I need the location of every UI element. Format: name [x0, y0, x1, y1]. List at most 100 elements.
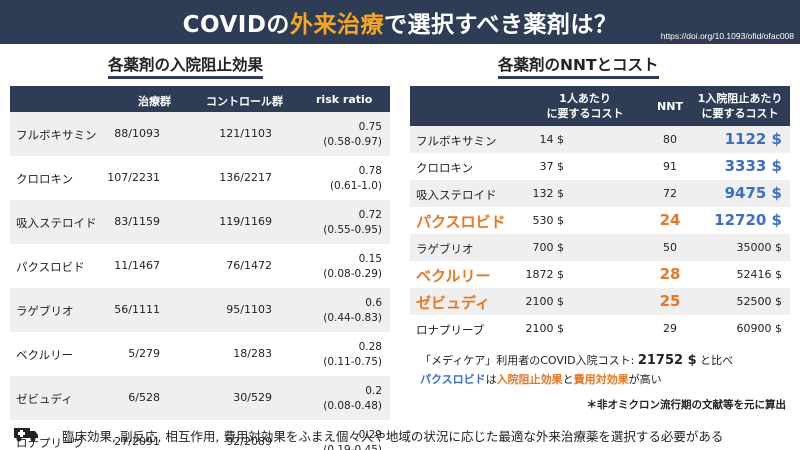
- nnt-value: 72: [663, 187, 677, 200]
- drug-name: クロロキン: [416, 161, 474, 175]
- table-row: ゼビュディ 6/528 30/529 0.2 (0.08-0.48): [10, 376, 390, 420]
- drug-name: ラゲブリオ: [416, 242, 474, 256]
- table-row: ロナプリーブ 2100 $ 29 60900 $: [410, 315, 790, 342]
- ambulance-icon: [14, 428, 38, 442]
- footnote: ＊非オミクロン流行期の文献等を元に算出: [586, 399, 787, 411]
- title-bar: COVIDの外来治療で選択すべき薬剤は？ https://doi.org/10.…: [0, 0, 800, 44]
- table-row: 吸入ステロイド 132 $ 72 9475 $: [410, 180, 790, 207]
- footer-text: 臨床効果, 副反応, 相互作用, 費用対効果をふまえ個々人や地域の状況に応じた最…: [62, 429, 724, 444]
- risk-ratio: 0.15 (0.08-0.29): [323, 253, 382, 280]
- cost-per-admission: 1122 $: [724, 130, 782, 148]
- cost-per-person: 530 $: [532, 214, 565, 227]
- col-header-control: コントロール群: [206, 95, 283, 108]
- nnt-value: 25: [659, 292, 681, 310]
- drug-name: ベクルリー: [416, 267, 491, 285]
- cost-per-person: 1872 $: [525, 268, 565, 281]
- control-count: 95/1103: [226, 303, 272, 316]
- table-row: フルボキサミン 88/1093 121/1103 0.75 (0.58-0.97): [10, 112, 390, 156]
- table-row: パクスロビド 530 $ 24 12720 $: [410, 207, 790, 234]
- risk-ratio: 0.29 (0.19-0.45): [323, 429, 382, 450]
- table-row: クロロキン 37 $ 91 3333 $: [410, 153, 790, 180]
- risk-ratio: 0.28 (0.11-0.75): [323, 341, 382, 368]
- table-row: フルボキサミン 14 $ 80 1122 $: [410, 126, 790, 153]
- cost-per-admission: 3333 $: [724, 157, 782, 175]
- cost-per-person: 14 $: [539, 133, 565, 146]
- medicare-cost-value: 21752 $: [637, 353, 697, 368]
- nnt-value: 80: [663, 133, 677, 146]
- table-row: ラゲブリオ 700 $ 50 35000 $: [410, 234, 790, 261]
- treatment-count: 107/2231: [107, 171, 160, 184]
- nnt-value: 29: [663, 322, 677, 335]
- doi-link[interactable]: https://doi.org/10.1093/ofid/ofac008: [660, 31, 794, 41]
- control-count: 136/2217: [219, 171, 272, 184]
- nnt-value: 24: [659, 211, 681, 229]
- table-row: 吸入ステロイド 83/1159 119/1169 0.72 (0.55-0.95): [10, 200, 390, 244]
- page-title: COVIDの外来治療で選択すべき薬剤は？: [182, 12, 618, 38]
- treatment-count: 56/1111: [114, 303, 160, 316]
- col-header-nnt: NNT: [657, 100, 683, 113]
- footer: 臨床効果, 副反応, 相互作用, 費用対効果をふまえ個々人や地域の状況に応じた最…: [14, 424, 794, 444]
- table-row: ベクルリー 5/279 18/283 0.28 (0.11-0.75): [10, 332, 390, 376]
- nnt-cost-table: 1人あたり に要するコスト NNT 1入院阻止あたり に要するコスト フルボキサミン…: [410, 86, 790, 342]
- table-header: 1人あたり に要するコスト NNT 1入院阻止あたり に要するコスト: [410, 86, 790, 126]
- risk-ratio: 0.2 (0.08-0.48): [323, 385, 382, 412]
- risk-ratio: 0.72 (0.55-0.95): [323, 209, 382, 236]
- table-row: ゼビュディ 2100 $ 25 52500 $: [410, 288, 790, 315]
- risk-ratio: 0.75 (0.58-0.97): [323, 121, 382, 148]
- treatment-count: 5/279: [128, 347, 160, 360]
- drug-name: パクスロビド: [16, 260, 85, 274]
- drug-name: ラゲブリオ: [16, 304, 74, 318]
- treatment-count: 27/2091: [114, 435, 160, 448]
- cost-per-admission: 9475 $: [724, 184, 782, 202]
- control-count: 92/2089: [226, 435, 272, 448]
- risk-ratio: 0.6 (0.44-0.83): [323, 297, 382, 324]
- col-header-cost-per-person: 1人あたり に要するコスト: [546, 92, 624, 120]
- treatment-count: 83/1159: [114, 215, 160, 228]
- table-header: 治療群 コントロール群 risk ratio: [10, 86, 390, 112]
- cost-per-admission: 60900 $: [736, 322, 783, 335]
- cost-per-admission: 52500 $: [736, 295, 783, 308]
- drug-name: パクスロビド: [416, 213, 506, 231]
- table-row: パクスロビド 11/1467 76/1472 0.15 (0.08-0.29): [10, 244, 390, 288]
- table-row: ラゲブリオ 56/1111 95/1103 0.6 (0.44-0.83): [10, 288, 390, 332]
- cost-per-person: 37 $: [539, 160, 565, 173]
- drug-name: ベクルリー: [16, 348, 74, 362]
- cost-per-person: 132 $: [532, 187, 565, 200]
- drug-name: クロロキン: [16, 172, 74, 186]
- table-row: クロロキン 107/2231 136/2217 0.78 (0.61-1.0): [10, 156, 390, 200]
- treatment-count: 11/1467: [114, 259, 160, 272]
- conclusion-note: パクスロビドは入院阻止効果と費用対効果が高い: [420, 373, 662, 386]
- left-section-title: 各薬剤の入院阻止効果: [108, 53, 264, 79]
- cost-per-person: 2100 $: [525, 295, 565, 308]
- control-count: 121/1103: [219, 127, 272, 140]
- right-section-title: 各薬剤のNNTとコスト: [498, 53, 659, 79]
- drug-name: ゼビュディ: [16, 392, 73, 406]
- risk-ratio: 0.78 (0.61-1.0): [329, 165, 382, 192]
- title-highlight: 外来治療: [289, 12, 384, 38]
- medicare-note: 「メディケア」利用者のCOVID入院コスト: 21752 $ と比べ: [420, 353, 734, 368]
- treatment-count: 88/1093: [114, 127, 160, 140]
- nnt-value: 91: [663, 160, 677, 173]
- col-header-treatment: 治療群: [138, 95, 171, 108]
- nnt-value: 28: [659, 265, 681, 283]
- drug-name: 吸入ステロイド: [416, 188, 497, 202]
- control-count: 76/1472: [226, 259, 272, 272]
- control-count: 30/529: [233, 391, 272, 404]
- cost-per-person: 700 $: [532, 241, 565, 254]
- hospitalization-effect-table: 治療群 コントロール群 risk ratio フルボキサミン 88/1093 121…: [10, 86, 390, 450]
- control-count: 119/1169: [219, 215, 272, 228]
- col-header-risk-ratio: risk ratio: [316, 93, 373, 106]
- col-header-cost-per-admission: 1入院阻止あたり に要するコスト: [697, 92, 783, 120]
- table-row: ベクルリー 1872 $ 28 52416 $: [410, 261, 790, 288]
- cost-per-person: 2100 $: [525, 322, 565, 335]
- drug-name: 吸入ステロイド: [16, 216, 97, 230]
- nnt-value: 50: [663, 241, 677, 254]
- drug-name: フルボキサミン: [416, 134, 497, 148]
- drug-name: ゼビュディ: [416, 294, 490, 312]
- drug-name: ロナプリーブ: [416, 323, 485, 337]
- cost-per-admission: 12720 $: [714, 211, 782, 229]
- cost-per-admission: 52416 $: [736, 268, 783, 281]
- cost-per-admission: 35000 $: [736, 241, 783, 254]
- control-count: 18/283: [233, 347, 272, 360]
- treatment-count: 6/528: [128, 391, 160, 404]
